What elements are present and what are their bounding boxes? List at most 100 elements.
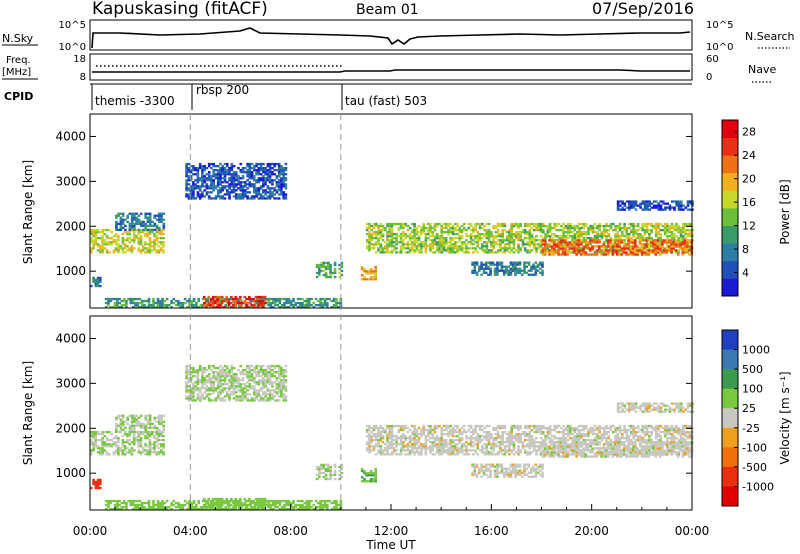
power-cell xyxy=(139,235,143,238)
power-cell xyxy=(682,208,685,211)
velocity-cell xyxy=(322,463,326,466)
power-cell xyxy=(526,251,529,254)
power-cell xyxy=(192,167,195,170)
power-cell xyxy=(153,239,156,242)
power-cell xyxy=(643,200,647,203)
power-cell xyxy=(559,253,563,256)
velocity-cell xyxy=(90,449,93,452)
velocity-cell xyxy=(99,433,102,436)
velocity-cell xyxy=(139,437,143,440)
velocity-cell xyxy=(128,426,132,429)
velocity-cell xyxy=(239,497,242,501)
power-cell xyxy=(680,202,683,205)
velocity-cell xyxy=(326,503,329,507)
power-cell xyxy=(198,162,202,166)
velocity-cell xyxy=(368,426,371,430)
power-cell xyxy=(111,306,115,309)
power-cell xyxy=(139,239,143,242)
power-cell xyxy=(131,299,135,303)
velocity-cell xyxy=(205,381,209,384)
velocity-cell xyxy=(161,499,164,503)
power-cell xyxy=(458,249,462,252)
power-cell xyxy=(216,189,220,192)
power-cell xyxy=(157,237,161,240)
power-cell xyxy=(277,183,281,186)
power-cell xyxy=(153,247,156,250)
velocity-cell xyxy=(369,472,373,475)
velocity-cell xyxy=(187,391,191,394)
power-cell xyxy=(492,239,495,242)
power-cell xyxy=(483,241,486,244)
power-cell xyxy=(440,224,443,228)
power-cell xyxy=(643,229,647,232)
power-cell xyxy=(625,237,629,240)
velocity-cell xyxy=(116,501,119,505)
velocity-cell xyxy=(292,506,295,509)
power-cell xyxy=(654,251,658,254)
power-cell xyxy=(289,301,293,305)
power-cell xyxy=(94,231,98,234)
power-cell xyxy=(253,177,256,180)
velocity-cell xyxy=(101,437,104,440)
velocity-cell xyxy=(370,439,373,442)
power-cell xyxy=(582,249,585,252)
power-cell xyxy=(257,167,261,170)
velocity-cell xyxy=(94,484,98,488)
velocity-cell xyxy=(246,397,249,400)
velocity-cell xyxy=(160,431,163,434)
velocity-cell xyxy=(146,449,149,452)
velocity-cell xyxy=(253,369,256,372)
power-cell xyxy=(543,249,547,252)
power-cell xyxy=(323,304,327,307)
velocity-cell xyxy=(125,503,128,507)
power-cell xyxy=(498,269,501,272)
velocity-cell xyxy=(275,371,279,374)
power-cell xyxy=(444,247,448,250)
velocity-cell xyxy=(234,503,238,507)
power-cell xyxy=(261,295,265,299)
velocity-cell xyxy=(216,367,220,370)
velocity-cell xyxy=(261,501,265,505)
power-cell xyxy=(533,245,536,248)
velocity-cell xyxy=(121,445,125,448)
power-cell xyxy=(207,162,211,166)
power-cell xyxy=(157,245,161,248)
velocity-cell xyxy=(99,482,102,486)
power-cell xyxy=(263,301,267,305)
velocity-cell xyxy=(201,373,204,376)
velocity-cell xyxy=(192,397,195,400)
power-cell xyxy=(117,239,120,242)
power-cell xyxy=(232,297,235,301)
power-cell xyxy=(244,171,247,174)
power-cell xyxy=(489,263,492,266)
power-cell xyxy=(539,226,543,230)
power-cell xyxy=(632,235,635,238)
velocity-cell xyxy=(248,499,251,503)
velocity-cell xyxy=(235,373,238,376)
velocity-cell xyxy=(219,499,223,503)
power-cell xyxy=(645,226,649,230)
velocity-cell xyxy=(249,501,252,505)
velocity-cell xyxy=(377,435,380,438)
power-cell xyxy=(564,239,567,242)
power-cell xyxy=(160,214,163,217)
power-cell xyxy=(146,243,149,246)
velocity-cell xyxy=(374,445,378,448)
power-cell xyxy=(648,222,651,226)
power-cell xyxy=(130,247,134,250)
velocity-cell xyxy=(273,391,276,394)
power-cell xyxy=(266,185,270,188)
power-cell xyxy=(363,268,366,271)
power-cell xyxy=(639,243,642,246)
power-cell xyxy=(621,202,624,205)
power-cell xyxy=(654,245,658,248)
velocity-cell xyxy=(365,474,368,477)
velocity-cell xyxy=(283,499,286,503)
power-cell xyxy=(189,197,193,200)
power-cell xyxy=(321,301,325,305)
velocity-cell xyxy=(160,420,163,423)
velocity-cell xyxy=(128,451,131,454)
velocity-cell xyxy=(228,381,231,384)
velocity-cell xyxy=(132,433,136,436)
power-cell xyxy=(374,251,378,254)
